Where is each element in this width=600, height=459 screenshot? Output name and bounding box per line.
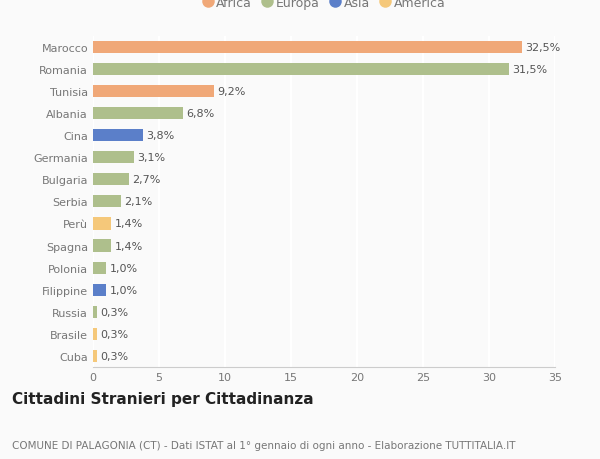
Text: Cittadini Stranieri per Cittadinanza: Cittadini Stranieri per Cittadinanza xyxy=(12,391,314,406)
Text: 31,5%: 31,5% xyxy=(512,65,547,75)
Bar xyxy=(93,86,214,98)
Bar xyxy=(93,108,183,120)
Text: 3,8%: 3,8% xyxy=(146,131,175,141)
Text: 0,3%: 0,3% xyxy=(100,329,128,339)
Text: 1,0%: 1,0% xyxy=(110,285,137,295)
Bar xyxy=(93,284,106,296)
Text: 9,2%: 9,2% xyxy=(218,87,246,97)
Bar xyxy=(93,42,522,54)
Bar xyxy=(93,152,134,164)
Bar xyxy=(93,196,121,208)
Text: COMUNE DI PALAGONIA (CT) - Dati ISTAT al 1° gennaio di ogni anno - Elaborazione : COMUNE DI PALAGONIA (CT) - Dati ISTAT al… xyxy=(12,440,515,450)
Bar xyxy=(93,350,97,362)
Text: 1,4%: 1,4% xyxy=(115,219,143,229)
Text: 2,1%: 2,1% xyxy=(124,197,152,207)
Text: 1,4%: 1,4% xyxy=(115,241,143,251)
Text: 0,3%: 0,3% xyxy=(100,307,128,317)
Legend: Africa, Europa, Asia, America: Africa, Europa, Asia, America xyxy=(197,0,451,15)
Text: 0,3%: 0,3% xyxy=(100,351,128,361)
Bar xyxy=(93,328,97,340)
Bar xyxy=(93,240,112,252)
Bar xyxy=(93,262,106,274)
Bar xyxy=(93,64,509,76)
Text: 2,7%: 2,7% xyxy=(132,175,160,185)
Text: 1,0%: 1,0% xyxy=(110,263,137,273)
Bar xyxy=(93,174,128,186)
Text: 3,1%: 3,1% xyxy=(137,153,166,163)
Text: 6,8%: 6,8% xyxy=(186,109,214,119)
Bar xyxy=(93,218,112,230)
Text: 32,5%: 32,5% xyxy=(526,43,560,53)
Bar xyxy=(93,130,143,142)
Bar xyxy=(93,306,97,318)
